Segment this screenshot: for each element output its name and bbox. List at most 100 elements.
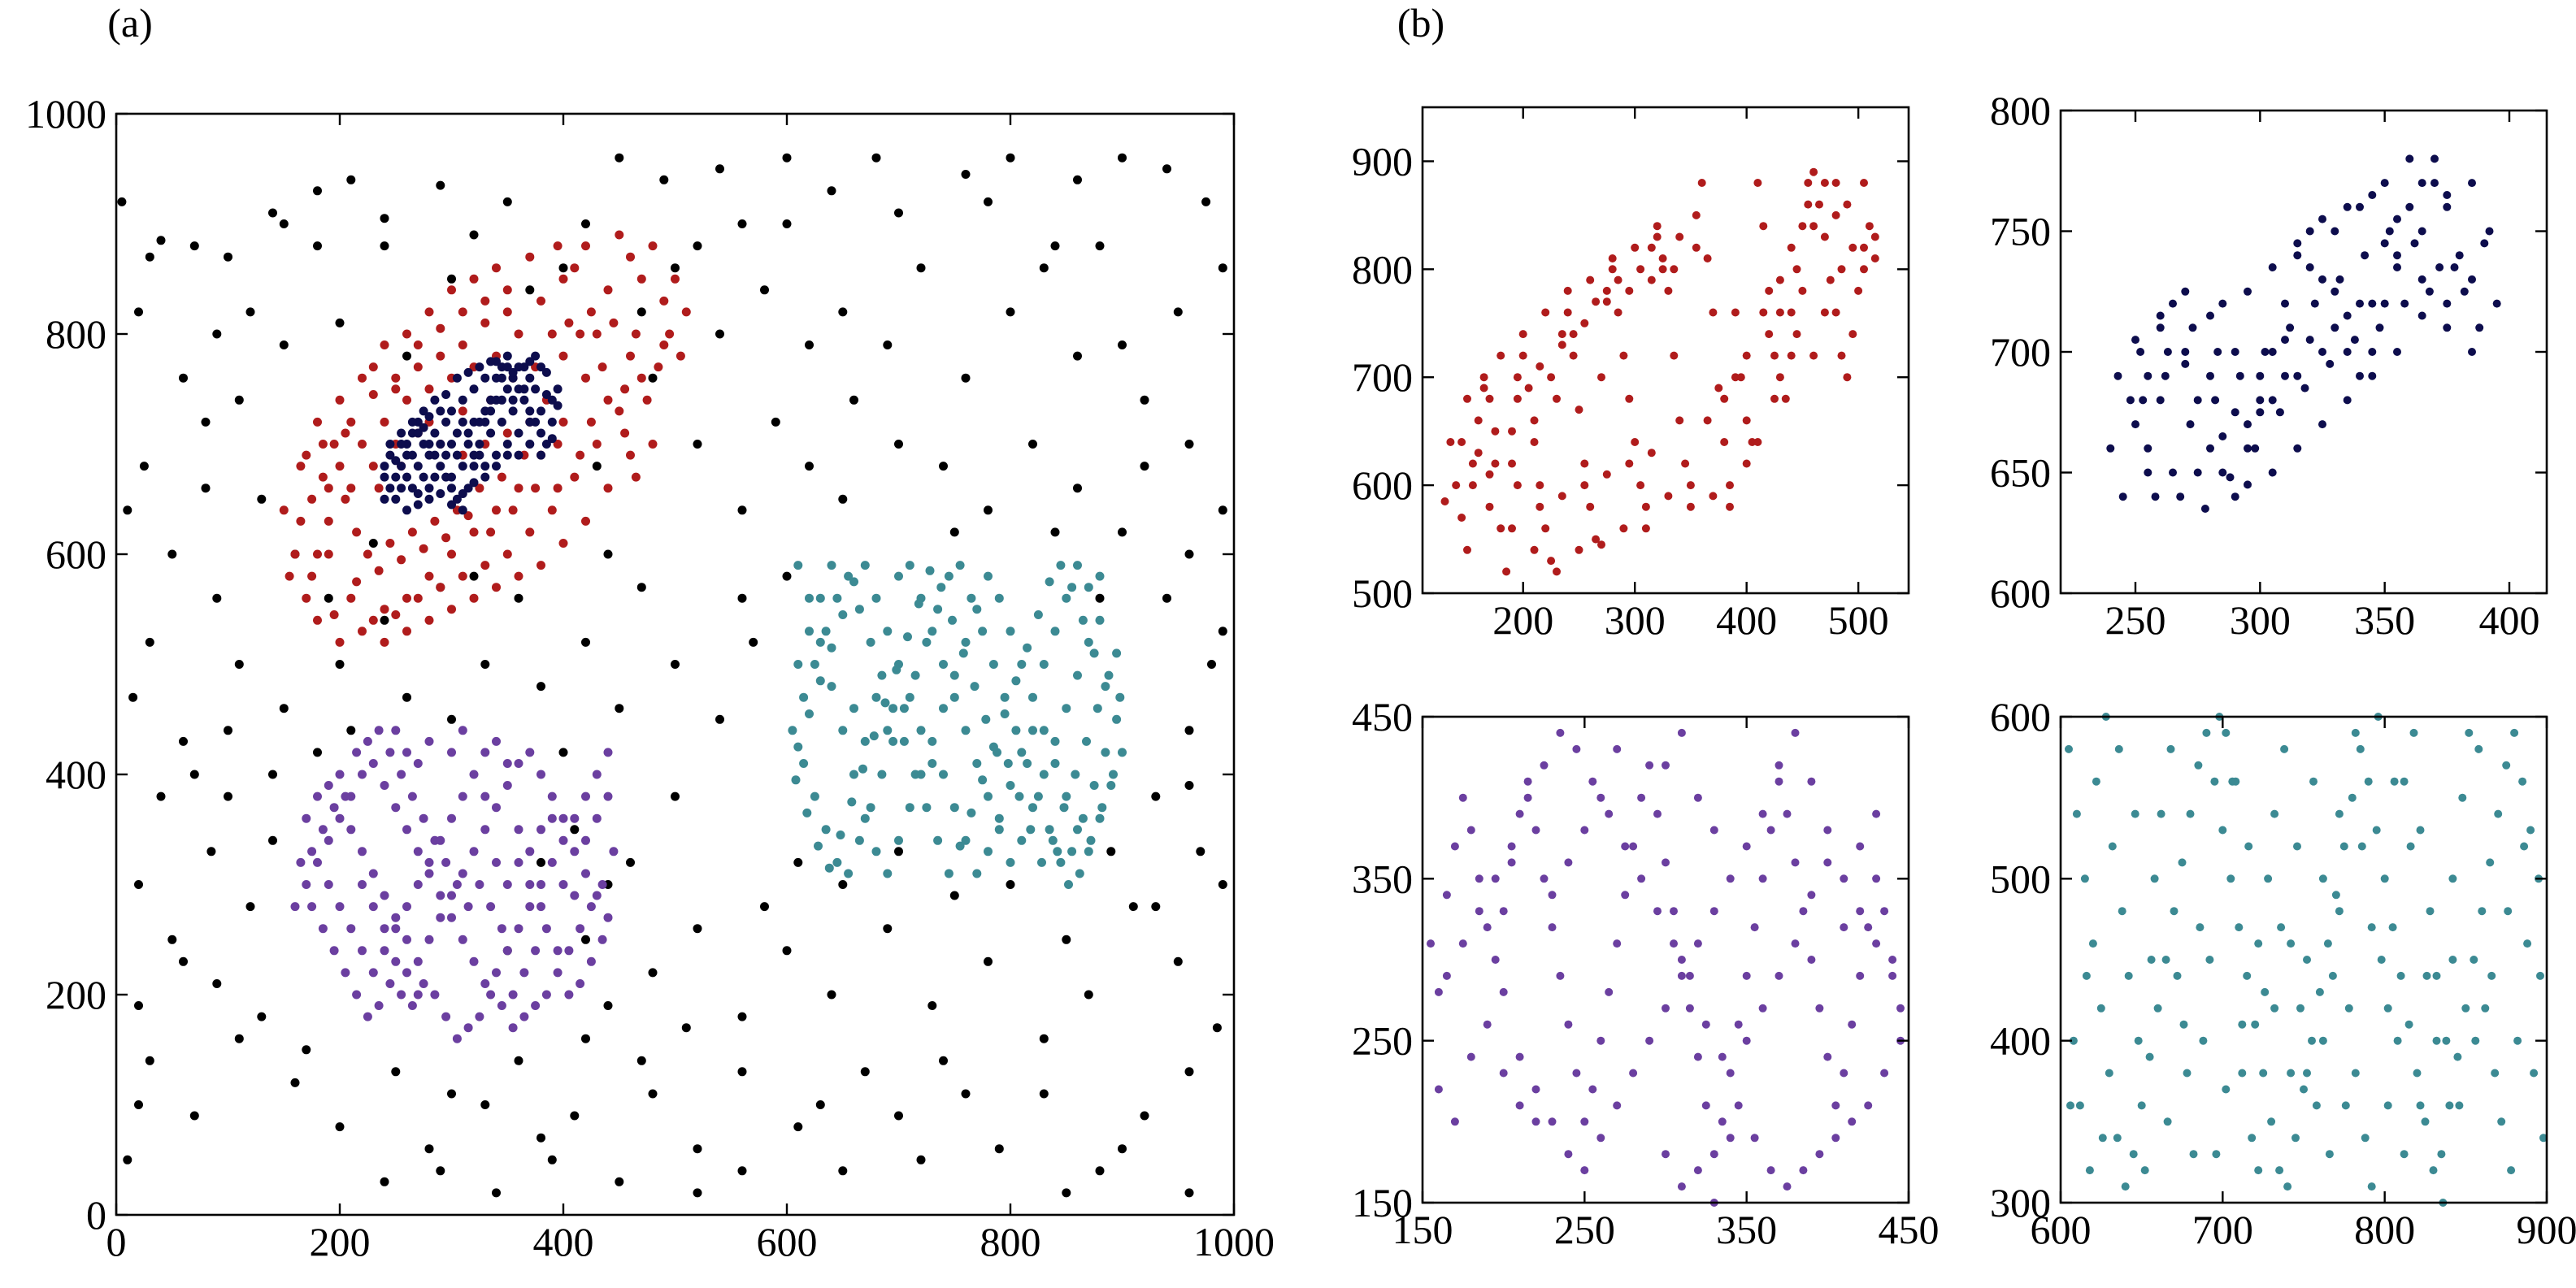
data-point bbox=[1485, 394, 1494, 403]
data-point bbox=[380, 462, 389, 471]
data-point bbox=[452, 373, 462, 383]
data-point bbox=[458, 307, 467, 317]
data-point bbox=[497, 472, 506, 482]
data-point bbox=[2305, 263, 2314, 271]
data-point bbox=[609, 318, 619, 327]
data-point bbox=[525, 527, 535, 537]
data-point bbox=[245, 307, 255, 317]
data-point bbox=[2293, 251, 2302, 260]
data-point bbox=[2251, 1020, 2260, 1029]
data-point bbox=[581, 373, 590, 383]
data-point bbox=[782, 571, 792, 581]
data-point bbox=[1759, 222, 1768, 231]
data-point bbox=[2196, 923, 2205, 932]
data-point bbox=[760, 902, 769, 912]
data-point bbox=[391, 726, 401, 735]
data-point bbox=[553, 484, 563, 493]
data-point bbox=[2426, 907, 2435, 916]
data-point bbox=[1848, 1117, 1857, 1126]
data-point bbox=[1458, 939, 1467, 948]
data-point bbox=[1701, 1020, 1710, 1029]
data-point bbox=[949, 803, 959, 813]
data-point bbox=[869, 731, 879, 741]
data-point bbox=[1572, 1069, 1581, 1078]
data-point bbox=[2193, 468, 2202, 477]
data-point bbox=[324, 549, 333, 559]
data-point bbox=[307, 847, 317, 856]
data-point bbox=[335, 637, 345, 647]
data-point bbox=[341, 428, 350, 438]
data-point bbox=[1023, 643, 1032, 653]
data-point bbox=[1677, 971, 1686, 980]
data-point bbox=[480, 318, 490, 327]
data-point bbox=[1006, 781, 1015, 790]
data-point bbox=[1860, 179, 1868, 187]
data-point bbox=[2096, 1004, 2105, 1013]
data-point bbox=[2218, 432, 2227, 440]
data-point bbox=[1750, 923, 1759, 932]
data-point bbox=[883, 869, 893, 878]
series-a-0 bbox=[117, 153, 1227, 1198]
data-point bbox=[547, 434, 557, 444]
data-point bbox=[1621, 891, 1630, 900]
data-point bbox=[2478, 907, 2487, 916]
data-point bbox=[994, 813, 1004, 823]
data-point bbox=[352, 990, 362, 1000]
data-point bbox=[167, 935, 177, 944]
data-point bbox=[346, 924, 356, 934]
plot-b1: 200 300 400 500 500 600 700 800 900 bbox=[1352, 106, 1910, 643]
data-point bbox=[1037, 857, 1046, 867]
data-point bbox=[402, 627, 411, 636]
data-point bbox=[576, 329, 585, 339]
data-point bbox=[1692, 243, 1701, 252]
data-point bbox=[2383, 1004, 2392, 1013]
data-point bbox=[436, 440, 445, 449]
data-point bbox=[693, 241, 702, 251]
data-point bbox=[626, 450, 635, 460]
data-point bbox=[1693, 1166, 1702, 1175]
data-point bbox=[1840, 874, 1848, 883]
data-point bbox=[413, 759, 423, 768]
data-point bbox=[570, 813, 580, 823]
x-tick-label: 250 bbox=[2105, 597, 2166, 643]
data-point bbox=[905, 692, 914, 702]
data-point bbox=[1173, 956, 1183, 966]
data-point bbox=[994, 593, 1004, 603]
data-point bbox=[2259, 1069, 2268, 1078]
data-point bbox=[2293, 842, 2301, 851]
data-point bbox=[536, 1133, 545, 1143]
data-point bbox=[335, 660, 345, 669]
data-point bbox=[536, 902, 545, 912]
data-point bbox=[2098, 1134, 2107, 1143]
data-point bbox=[324, 484, 333, 493]
data-point bbox=[1056, 857, 1066, 867]
data-point bbox=[2343, 202, 2352, 211]
data-point bbox=[2536, 971, 2544, 980]
data-point bbox=[877, 770, 887, 779]
data-point bbox=[447, 913, 456, 922]
data-point bbox=[391, 494, 401, 504]
data-point bbox=[514, 593, 523, 603]
data-point bbox=[1457, 514, 1466, 522]
data-point bbox=[2264, 874, 2273, 883]
data-point bbox=[475, 484, 484, 493]
data-point bbox=[592, 891, 602, 900]
data-point bbox=[424, 869, 434, 878]
x-tick-label: 800 bbox=[2354, 1207, 2415, 1252]
data-point bbox=[2222, 728, 2231, 737]
data-point bbox=[2186, 809, 2195, 818]
data-point bbox=[615, 704, 624, 713]
data-point bbox=[1006, 307, 1015, 317]
y-tick-label: 400 bbox=[46, 752, 106, 797]
data-point bbox=[492, 857, 501, 867]
data-point bbox=[2367, 923, 2376, 932]
x-tick-label: 500 bbox=[1828, 597, 1889, 643]
data-point bbox=[609, 847, 619, 856]
data-point bbox=[358, 627, 367, 636]
data-point bbox=[558, 748, 568, 757]
data-point bbox=[2361, 1134, 2370, 1143]
y-tick-label: 650 bbox=[1990, 450, 2051, 496]
data-point bbox=[615, 230, 624, 240]
data-point bbox=[1670, 351, 1679, 360]
data-point bbox=[2254, 939, 2263, 948]
